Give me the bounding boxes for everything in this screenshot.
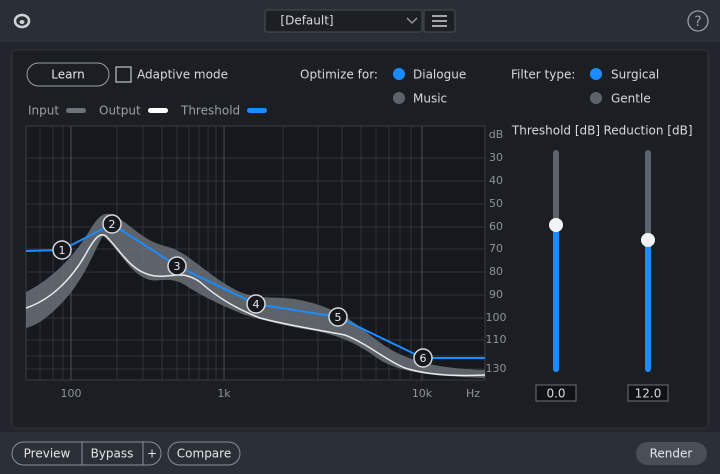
freq-label: Hz bbox=[466, 387, 480, 400]
adaptive-label[interactable]: Adaptive mode bbox=[137, 68, 228, 82]
db-label: 130 bbox=[486, 362, 507, 375]
render-label[interactable]: Render bbox=[650, 447, 693, 461]
slider-knob[interactable] bbox=[641, 233, 655, 247]
preview-bypass-group[interactable]: Preview Bypass + bbox=[11, 441, 162, 466]
render-button[interactable]: Render bbox=[636, 442, 707, 465]
adaptive-checkbox[interactable] bbox=[115, 66, 132, 83]
plus-button[interactable]: + bbox=[147, 447, 157, 461]
db-label: 80 bbox=[489, 265, 503, 278]
help-icon[interactable]: ? bbox=[694, 14, 701, 30]
eq-node-label[interactable]: 1 bbox=[59, 244, 66, 257]
learn-label[interactable]: Learn bbox=[51, 68, 85, 82]
db-label: 100 bbox=[486, 311, 507, 324]
slider-fill bbox=[553, 225, 559, 372]
legend-swatch bbox=[66, 108, 86, 113]
freq-label: 100 bbox=[61, 387, 82, 400]
eq-node-label[interactable]: 2 bbox=[109, 218, 116, 231]
freq-label: 1k bbox=[217, 387, 231, 400]
eq-node-label[interactable]: 4 bbox=[253, 298, 260, 311]
eq-node[interactable] bbox=[52, 240, 72, 260]
radio-selected[interactable] bbox=[590, 68, 602, 80]
eq-node-label[interactable]: 3 bbox=[174, 260, 181, 273]
radio-label[interactable]: Surgical bbox=[611, 68, 659, 82]
filter-label: Filter type: bbox=[511, 68, 575, 82]
help-button[interactable]: ? bbox=[687, 10, 709, 32]
legend-swatch bbox=[247, 108, 267, 113]
preset-menu-button[interactable] bbox=[423, 9, 456, 33]
radio-label[interactable]: Music bbox=[413, 92, 447, 106]
learn-button[interactable]: Learn bbox=[26, 62, 110, 87]
db-label: 60 bbox=[489, 220, 503, 233]
legend-label: Output bbox=[99, 104, 141, 118]
eq-node[interactable] bbox=[413, 348, 433, 368]
radio[interactable] bbox=[393, 92, 405, 104]
db-label: 70 bbox=[489, 242, 503, 255]
legend-label: Threshold bbox=[180, 104, 240, 118]
legend-swatch bbox=[148, 108, 168, 113]
db-label: 30 bbox=[489, 151, 503, 164]
slider-knob[interactable] bbox=[549, 218, 563, 232]
graph bbox=[25, 125, 486, 381]
eq-node-label[interactable]: 6 bbox=[420, 352, 427, 365]
value-box[interactable] bbox=[627, 384, 669, 402]
slider-label: Reduction [dB] bbox=[603, 124, 692, 138]
compare-label[interactable]: Compare bbox=[177, 447, 231, 461]
radio-label[interactable]: Gentle bbox=[611, 92, 651, 106]
db-label: 90 bbox=[489, 288, 503, 301]
slider-fill bbox=[645, 240, 651, 372]
slider-label: Threshold [dB] bbox=[511, 124, 600, 138]
db-label: 40 bbox=[489, 174, 503, 187]
radio-label[interactable]: Dialogue bbox=[413, 68, 466, 82]
slider-value[interactable]: 12.0 bbox=[635, 387, 662, 401]
legend-label: Input bbox=[28, 104, 59, 118]
optimize-label: Optimize for: bbox=[300, 68, 378, 82]
eq-node[interactable] bbox=[167, 256, 187, 276]
db-label: 50 bbox=[489, 197, 503, 210]
db-label: dB bbox=[489, 128, 504, 141]
radio[interactable] bbox=[590, 92, 602, 104]
db-label: 110 bbox=[486, 333, 507, 346]
preset-name[interactable]: [Default] bbox=[280, 14, 333, 28]
freq-label: 10k bbox=[412, 387, 433, 400]
bypass-button[interactable]: Bypass bbox=[91, 447, 134, 461]
radio-selected[interactable] bbox=[393, 68, 405, 80]
value-box[interactable] bbox=[535, 384, 577, 402]
slider-value[interactable]: 0.0 bbox=[546, 387, 565, 401]
preset-dropdown[interactable]: [Default] bbox=[264, 9, 423, 33]
logo bbox=[13, 13, 31, 29]
eq-node[interactable] bbox=[246, 294, 266, 314]
eq-node[interactable] bbox=[102, 214, 122, 234]
eq-node[interactable] bbox=[328, 307, 348, 327]
preview-button[interactable]: Preview bbox=[24, 447, 71, 461]
compare-button[interactable]: Compare bbox=[167, 441, 241, 466]
eq-node-label[interactable]: 5 bbox=[335, 311, 342, 324]
